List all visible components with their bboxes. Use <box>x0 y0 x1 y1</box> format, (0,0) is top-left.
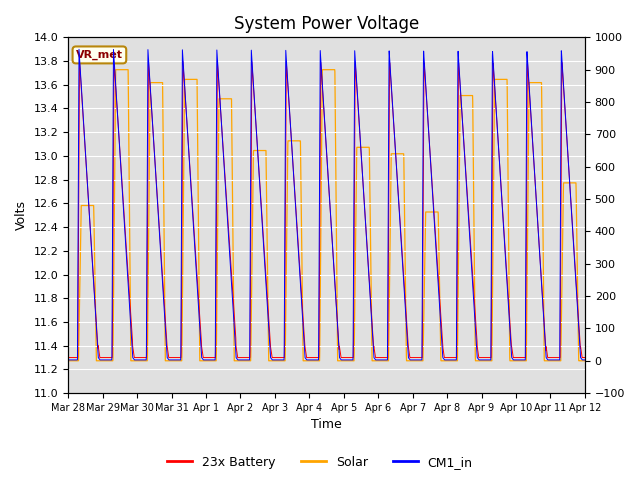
Solar <box>285 138 292 144</box>
Legend: 23x Battery, Solar, CM1_in: 23x Battery, Solar, CM1_in <box>163 451 477 474</box>
Line: Solar: Solar <box>68 70 585 361</box>
Y-axis label: Volts: Volts <box>15 200 28 230</box>
23x Battery <box>154 204 162 210</box>
23x Battery <box>262 283 270 288</box>
Solar <box>124 67 131 72</box>
Text: VR_met: VR_met <box>76 50 123 60</box>
CM1_in <box>124 267 131 273</box>
Solar <box>154 80 162 85</box>
23x Battery <box>571 260 579 266</box>
CM1_in <box>571 264 579 269</box>
Solar <box>571 180 579 186</box>
Solar <box>581 358 589 364</box>
23x Battery <box>581 355 589 360</box>
23x Battery <box>124 259 131 265</box>
Line: CM1_in: CM1_in <box>68 49 585 360</box>
CM1_in <box>581 357 589 363</box>
23x Battery <box>64 355 72 360</box>
Solar <box>112 67 120 72</box>
CM1_in <box>285 97 292 103</box>
Solar <box>515 358 523 364</box>
Solar <box>262 188 270 193</box>
Solar <box>64 358 72 364</box>
CM1_in <box>75 47 83 52</box>
Line: 23x Battery: 23x Battery <box>68 61 585 358</box>
23x Battery <box>76 58 83 64</box>
X-axis label: Time: Time <box>311 419 342 432</box>
CM1_in <box>64 357 72 363</box>
Title: System Power Voltage: System Power Voltage <box>234 15 419 33</box>
23x Battery <box>515 355 523 360</box>
CM1_in <box>515 357 523 363</box>
23x Battery <box>285 99 292 105</box>
CM1_in <box>262 289 270 295</box>
CM1_in <box>154 206 162 212</box>
